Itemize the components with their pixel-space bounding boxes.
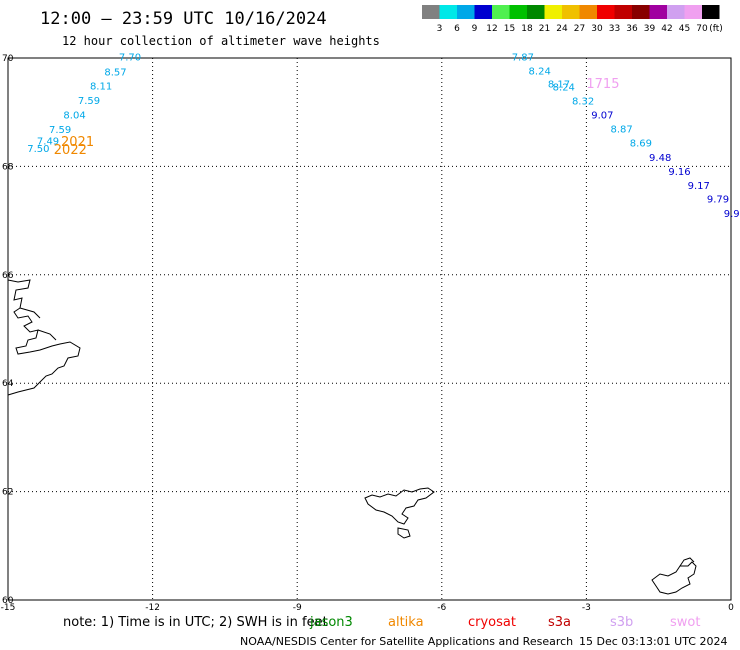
faroe-islands: [364, 487, 435, 525]
wave-height-value: 9.79: [707, 195, 729, 206]
wave-height-value: 7.49: [37, 137, 59, 148]
wave-height-value: 7.59: [49, 125, 71, 136]
legend-swatch: [544, 5, 562, 19]
wave-height-value: 8.24: [529, 66, 551, 77]
legend-swatch: [562, 5, 580, 19]
wave-height-value: 7.50: [27, 144, 49, 155]
coastlines: [7, 279, 697, 595]
wave-height-legend: 3 6 9 12 15 18 21 24 27 30 33 36 39 42 45 70 (ft): [422, 5, 723, 34]
wave-height-points: 7.708.578.117.598.047.597.497.507.878.24…: [27, 53, 739, 220]
wave-height-value: 8.69: [630, 138, 652, 149]
legend-label: 12: [486, 24, 497, 34]
wave-height-value: 8.11: [90, 81, 112, 92]
legend-label: 30: [591, 24, 603, 34]
legend-swatch: [702, 5, 720, 19]
wave-height-value: 9.9: [724, 209, 740, 220]
lon-tick-label: -6: [437, 603, 446, 613]
legend-unit: (ft): [709, 24, 723, 34]
iceland-fjord-a: [19, 307, 41, 319]
legend-swatch: [439, 5, 457, 19]
wave-height-value: 7.87: [512, 53, 534, 64]
legend-swatch: [579, 5, 597, 19]
footer-credit: NOAA/NESDIS Center for Satellite Applica…: [240, 635, 573, 648]
legend-swatch: [492, 5, 510, 19]
wave-height-value: 8.32: [572, 97, 594, 108]
footer-note: note: 1) Time is in UTC; 2) SWH is in fe…: [63, 615, 328, 630]
lat-tick-label: 62: [2, 488, 13, 498]
legend-label: 39: [644, 24, 656, 34]
page-title: 12:00 — 23:59 UTC 10/16/2024: [40, 9, 327, 29]
legend-label: 15: [504, 24, 515, 34]
legend-label: 70: [696, 24, 708, 34]
legend-swatch: [684, 5, 702, 19]
wave-height-value: 8.24: [553, 83, 575, 94]
wave-height-value: 9.48: [649, 153, 671, 164]
shetland-islands: [651, 561, 697, 595]
legend-swatch: [667, 5, 685, 19]
legend-label: 6: [454, 24, 460, 34]
lon-tick-label: -15: [1, 603, 16, 613]
legend-swatch: [457, 5, 475, 19]
lon-tick-label: -12: [145, 603, 160, 613]
lon-tick-label: 0: [728, 603, 734, 613]
lat-tick-label: 70: [2, 54, 14, 64]
page-subtitle: 12 hour collection of altimeter wave hei…: [62, 34, 380, 48]
iceland-east-coast: [7, 279, 81, 396]
lat-tick-label: 64: [2, 379, 14, 389]
lon-tick-label: -9: [293, 603, 302, 613]
legend-swatch: [597, 5, 615, 19]
wave-height-value: 7.70: [119, 53, 141, 64]
faroe-suduroy: [397, 527, 411, 539]
wave-height-value: 9.07: [591, 111, 613, 122]
wave-height-value: 8.04: [63, 111, 85, 122]
satellite-name: jason3: [309, 615, 353, 630]
wave-height-value: 9.17: [688, 181, 710, 192]
footer-generated-time: 15 Dec 03:13:01 UTC 2024: [579, 635, 727, 648]
legend-swatch: [649, 5, 667, 19]
legend-swatch: [509, 5, 527, 19]
pass-time-label: 2021: [61, 135, 94, 150]
satellite-name: altika: [388, 615, 424, 630]
legend-swatch: [527, 5, 545, 19]
satellite-legend: jason3 altika cryosat s3a s3b swot: [309, 615, 700, 630]
wave-height-value: 8.87: [611, 124, 633, 135]
legend-swatch: [474, 5, 492, 19]
legend-swatch: [422, 5, 440, 19]
legend-label: 45: [679, 24, 690, 34]
wave-height-value: 8.17: [548, 79, 570, 90]
legend-label: 36: [626, 24, 638, 34]
map-frame: [7, 57, 732, 601]
map-area: 7.708.578.117.598.047.597.497.507.878.24…: [1, 53, 740, 613]
lat-tick-label: 60: [2, 596, 14, 606]
pass-time-label: 2022: [54, 143, 87, 158]
legend-label: 9: [472, 24, 478, 34]
lat-tick-label: 68: [2, 162, 14, 172]
legend-swatch: [632, 5, 650, 19]
graticule: [8, 58, 731, 600]
pass-time-label: 1715: [586, 77, 619, 92]
wave-height-value: 7.59: [78, 96, 100, 107]
axis-tick-labels: -15 -12 -9 -6 -3 0 70 68 66 64 62 60: [1, 54, 734, 613]
legend-label: 24: [556, 24, 568, 34]
legend-label: 18: [521, 24, 533, 34]
lat-tick-label: 66: [2, 271, 14, 281]
legend-label: 42: [661, 24, 672, 34]
wave-height-value: 9.16: [668, 167, 690, 178]
satellite-name: cryosat: [468, 615, 516, 630]
satellite-name: s3a: [548, 615, 571, 630]
satellite-name: s3b: [610, 615, 633, 630]
legend-label: 21: [539, 24, 550, 34]
legend-label: 27: [574, 24, 585, 34]
wave-height-value: 8.57: [104, 67, 126, 78]
satellite-name: swot: [670, 615, 700, 630]
lon-tick-label: -3: [582, 603, 591, 613]
legend-label: 3: [437, 24, 443, 34]
legend-swatch: [614, 5, 632, 19]
legend-label: 33: [609, 24, 620, 34]
iceland-fjord-b: [37, 329, 57, 341]
shetland-north: [679, 557, 695, 567]
